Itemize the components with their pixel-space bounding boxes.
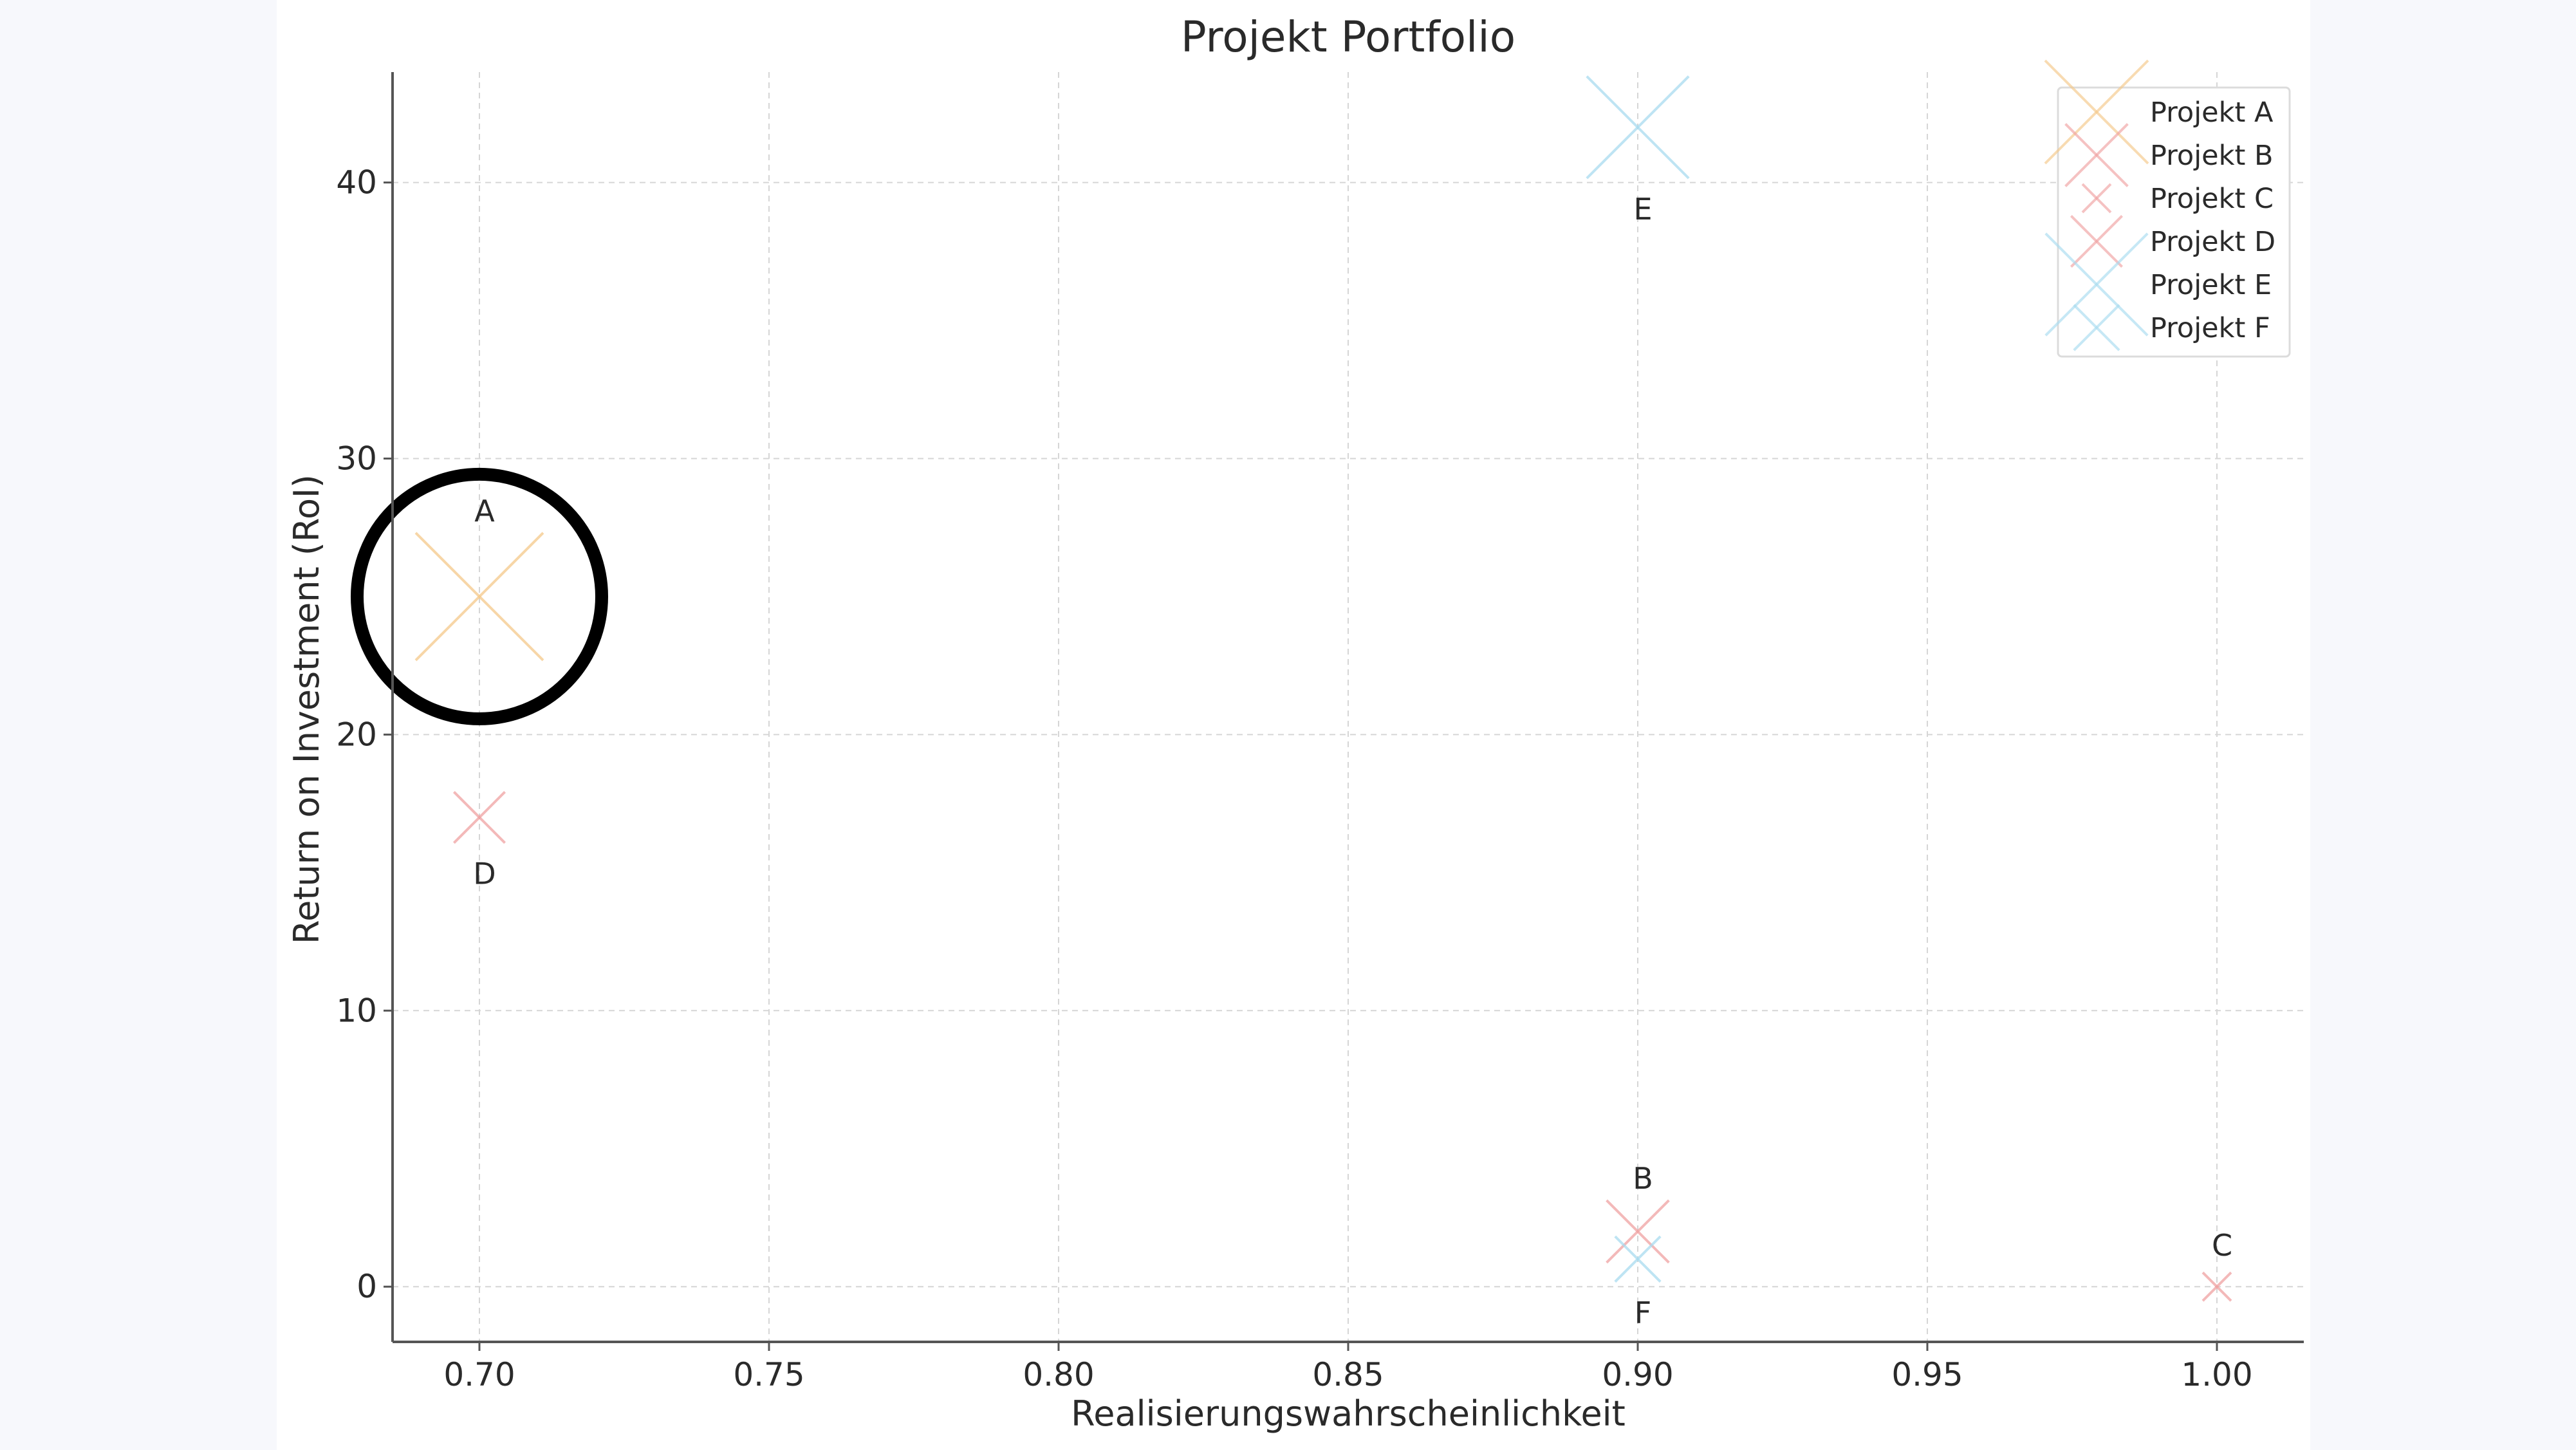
legend-marker	[2044, 232, 2149, 337]
legend-box	[2057, 86, 2291, 358]
x-tick-label: 0.80	[1023, 1356, 1094, 1393]
legend-marker	[2064, 123, 2129, 187]
x-tick-label: 0.95	[1891, 1356, 1963, 1393]
legend-entry: Projekt B	[2150, 140, 2274, 172]
legend: Projekt A Projekt B Projekt C Projekt D Proj…	[2044, 59, 2291, 358]
legend-marker-stroke	[2044, 59, 2149, 165]
point-label-e: E	[1633, 192, 1652, 227]
y-tick-label: 20	[336, 716, 377, 753]
x-axis-label: Realisierungswahrscheinlichkeit	[1071, 1393, 1626, 1434]
marker-stroke	[2201, 1271, 2232, 1302]
axes: 0.70 0.75 0.80 0.85 0.90 0.95 1.00 0 10 20 30 40	[336, 72, 2304, 1393]
y-tick-label: 40	[336, 164, 377, 201]
legend-marker-stroke	[2081, 183, 2112, 214]
legend-marker	[2073, 304, 2120, 351]
point-label-b: B	[1633, 1161, 1653, 1196]
marker-stroke	[414, 532, 544, 662]
x-tick-label: 0.90	[1602, 1356, 1673, 1393]
legend-marker-stroke	[2064, 123, 2129, 187]
legend-marker	[2081, 183, 2112, 214]
point-label-d: D	[473, 857, 496, 891]
point-label-f: F	[1635, 1296, 1651, 1330]
y-tick-label: 30	[336, 440, 377, 477]
data-point-d	[452, 791, 506, 844]
y-axis-label: Return on Investment (RoI)	[286, 474, 327, 944]
y-tick-label: 0	[357, 1268, 377, 1305]
legend-entry: Projekt D	[2150, 226, 2275, 258]
marker-stroke	[1586, 75, 1690, 180]
y-tick-label: 10	[336, 992, 377, 1029]
chart-title: Projekt Portfolio	[1181, 12, 1515, 62]
point-label-c: C	[2212, 1228, 2232, 1263]
legend-entry: Projekt A	[2150, 97, 2274, 129]
marker-stroke	[1606, 1199, 1670, 1264]
x-tick-label: 1.00	[2181, 1356, 2252, 1393]
point-label-a: A	[474, 494, 495, 528]
legend-entry: Projekt F	[2150, 312, 2270, 344]
x-tick-label: 0.85	[1312, 1356, 1384, 1393]
data-point-b	[1606, 1199, 1670, 1264]
marker-stroke	[1614, 1235, 1662, 1283]
data-point-a	[414, 532, 544, 662]
marker-stroke	[452, 791, 506, 844]
legend-marker	[2044, 59, 2149, 165]
legend-marker-stroke	[2044, 232, 2149, 337]
data-point-f	[1614, 1235, 1662, 1283]
highlight-circle	[351, 467, 608, 725]
data-point-e	[1586, 75, 1690, 180]
legend-marker	[2070, 214, 2124, 268]
legend-entry: Projekt C	[2150, 183, 2274, 215]
x-tick-label: 0.70	[443, 1356, 515, 1393]
data-points	[351, 75, 2232, 1302]
figure-background	[277, 0, 2310, 1450]
legend-entry: Projekt E	[2150, 269, 2272, 301]
legend-marker-stroke	[2073, 304, 2120, 351]
point-labels: A B C D E F	[473, 192, 2232, 1330]
legend-marker-stroke	[2070, 214, 2124, 268]
data-point-c	[2201, 1271, 2232, 1302]
x-tick-label: 0.75	[733, 1356, 804, 1393]
